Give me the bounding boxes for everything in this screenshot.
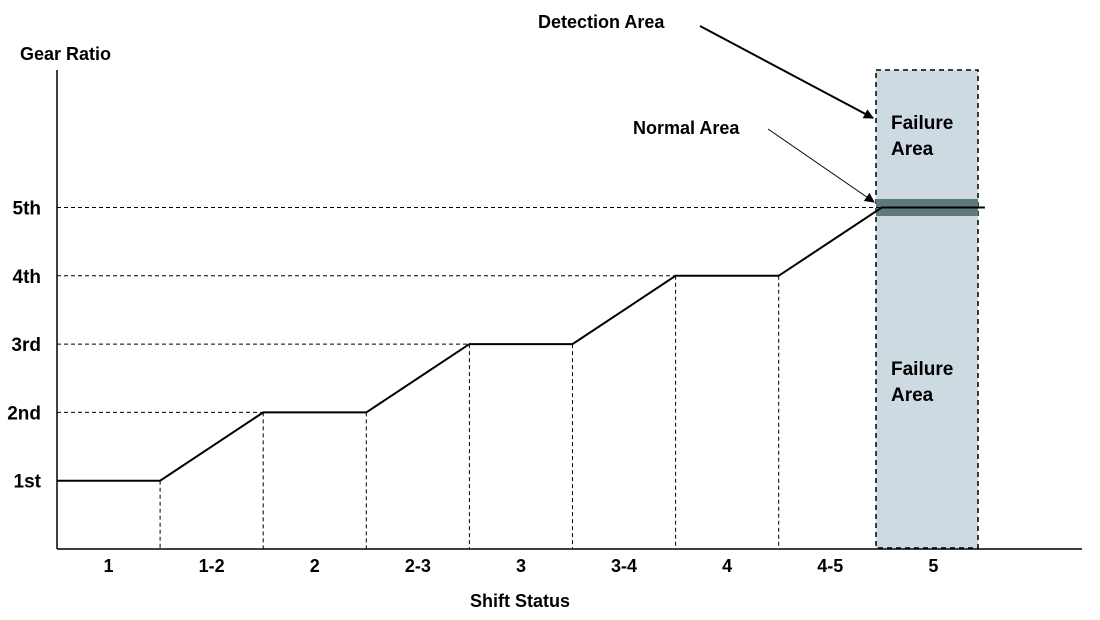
detection-area-label: Detection Area [538, 12, 665, 32]
x-tick-4-5: 4-5 [817, 556, 843, 576]
failure-area-upper-line1: Failure [891, 113, 953, 134]
x-tick-5: 5 [928, 556, 938, 576]
failure-area-upper-line2: Area [891, 139, 934, 160]
y-tick-5th: 5th [13, 199, 42, 220]
y-tick-2nd: 2nd [7, 403, 41, 424]
y-tick-3rd: 3rd [11, 335, 41, 356]
generated-marks: 1st 2nd 3rd 4th 5th 1 1-2 2 2-3 3 3-4 4 4-5 5 [7, 199, 985, 576]
x-tick-1: 1 [104, 556, 114, 576]
gear-ratio-line [57, 206, 985, 482]
normal-area-label: Normal Area [633, 118, 740, 138]
detection-area-arrow [699, 25, 874, 119]
detection-area-region [875, 69, 979, 549]
x-tick-2-3: 2-3 [405, 556, 431, 576]
failure-area-lower-line1: Failure [891, 359, 953, 380]
y-axis-title: Gear Ratio [20, 44, 111, 64]
y-tick-4th: 4th [13, 267, 42, 288]
x-tick-3: 3 [516, 556, 526, 576]
x-tick-3-4: 3-4 [611, 556, 637, 576]
normal-area-arrow [767, 128, 875, 203]
x-tick-2: 2 [310, 556, 320, 576]
x-tick-1-2: 1-2 [199, 556, 225, 576]
x-axis-title: Shift Status [470, 591, 570, 611]
failure-area-lower-line2: Area [891, 385, 934, 406]
y-tick-1st: 1st [14, 472, 42, 493]
x-tick-4: 4 [722, 556, 732, 576]
